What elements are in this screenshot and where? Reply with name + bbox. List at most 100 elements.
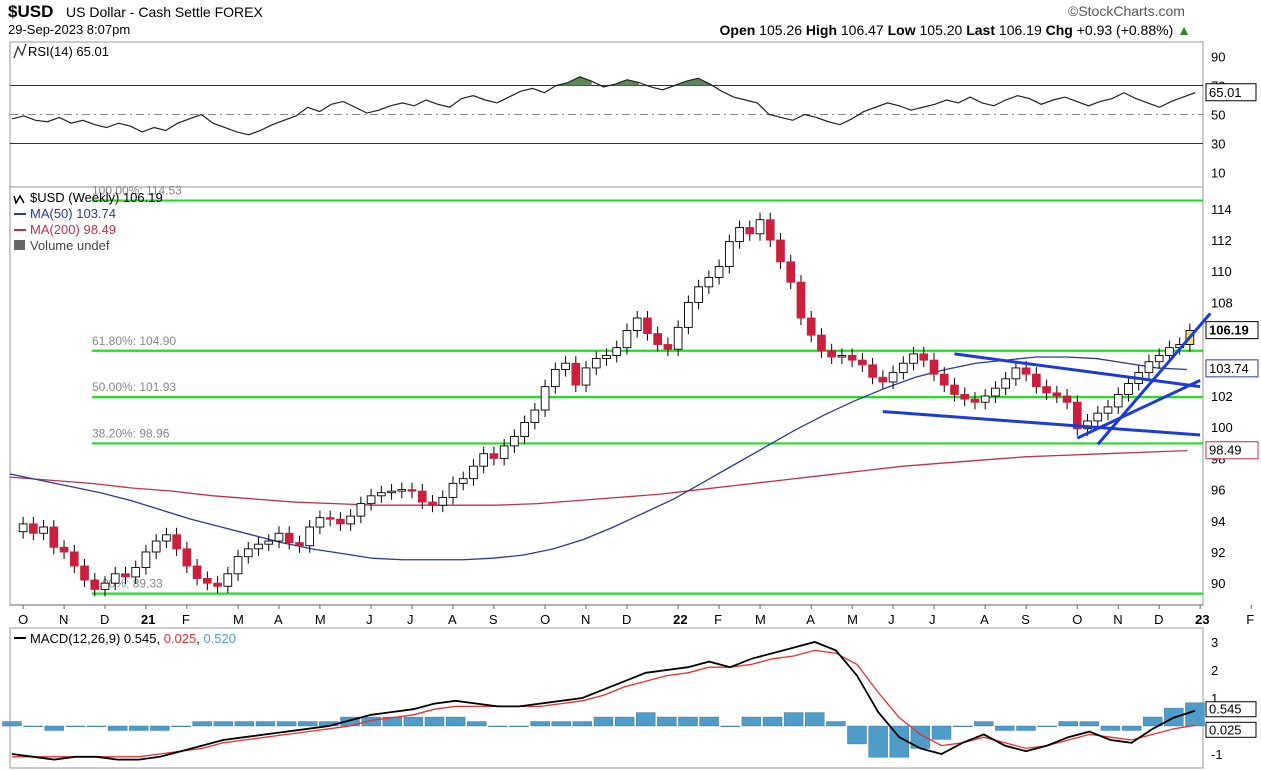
candle-body [397,489,407,492]
candle-body [274,532,284,542]
macd-histogram-bar [1121,725,1142,731]
last-value: 106.19 [998,22,1042,38]
x-axis-label: F [1246,612,1254,627]
candle-body [704,277,714,288]
candle-body [520,422,529,438]
candle-body [346,515,355,525]
macd-histogram-bar [805,712,825,727]
x-axis-label: S [1021,612,1030,627]
candle-body [243,548,253,558]
candle-body [714,266,724,278]
macd-histogram-bar [2,721,22,727]
macd-histogram-bar [974,721,994,727]
candle-body [817,334,826,352]
x-axis-label: F [714,612,722,627]
macd-histogram-bar [23,725,43,728]
chg-value: +0.93 (+0.88%) [1076,22,1174,38]
signal-last-box [1205,721,1257,738]
macd-histogram-bar [298,721,318,727]
candle-body [786,261,796,283]
ma50-line [9,356,1188,561]
macd-histogram-bar [234,721,255,727]
ma50-last-value: 103.74 [1209,361,1249,376]
rsi-last-box [1205,83,1257,102]
rsi-legend: RSI(14) 65.01 [28,44,109,59]
candle-body [1083,420,1092,430]
candle-body [407,489,417,492]
channel-upper-line [954,352,1201,389]
candle-body [571,362,581,386]
candle-body [213,582,222,587]
candle-body [929,359,939,375]
quote-bar: Open 105.26 High 106.47 Low 105.20 Last … [720,22,1192,38]
candle-body [121,573,130,578]
candle-body [745,227,755,235]
macd-histogram-bar [403,716,424,727]
candle-body [684,301,693,328]
candle-body [254,543,263,550]
x-axis-label: D [100,612,109,627]
x-axis-label: 21 [141,612,155,627]
price-last-value-box [1205,321,1259,340]
price-tick-label: 96 [1211,483,1225,498]
x-axis-label: A [274,612,283,627]
chart-date: 29-Sep-2023 8:07pm [8,22,131,37]
macd-histogram-bar [783,712,804,727]
candle-body [49,526,59,548]
candle-body [878,376,888,383]
candle-body [1093,412,1103,422]
candle-body [970,398,980,403]
candle-body [90,579,100,590]
candle-body [755,219,765,235]
macd-histogram-bar [1100,725,1121,731]
candle-body [162,534,171,542]
macd-last-value: 0.545 [1209,702,1242,717]
macd-tick-label: 1 [1211,691,1218,706]
x-axis-label: A [448,612,457,627]
candle-body [366,495,376,505]
candle-body [1011,367,1021,380]
candle-body [653,333,663,345]
candle-body [694,286,703,303]
candle-body [602,354,611,360]
macd-histogram-bar [762,716,783,727]
macd-histogram-bar [150,725,170,731]
rsi-line [11,76,1196,136]
x-axis-label: J [407,612,414,627]
candle-body [510,436,519,447]
candle-body [39,526,48,534]
candle-body [991,387,1000,397]
macd-histogram-bar [44,725,64,731]
macd-histogram-bar [1079,721,1100,727]
candle-body [663,344,673,350]
rsi-tick-label: 30 [1211,137,1225,152]
uptrend-upper-line [1096,312,1212,446]
candle-body [888,372,898,383]
candle-body [1042,386,1051,394]
macd-histogram-bar [847,725,867,745]
macd-histogram-bar [1058,721,1078,727]
macd-signal-value: 0.025 [164,631,197,646]
x-axis-label: O [540,612,550,627]
candle-body [724,241,734,267]
x-axis-label: O [1072,612,1082,627]
macd-histogram-bar [931,725,952,740]
candle-body [141,551,151,569]
candle-body [612,347,622,356]
macd-histogram-bar [952,725,973,728]
fib-level-label: 100.00%: 114.53 [92,184,182,198]
candle-body [69,551,79,567]
macd-histogram-bar [572,721,593,727]
macd-tick-label: -1 [1211,747,1223,762]
macd-histogram-bar [614,716,635,727]
x-axis-label: 22 [673,612,687,627]
candle-body [376,492,386,497]
ma200-last-value-box [1205,441,1259,460]
price-tick-label: 90 [1211,576,1225,591]
last-label: Last [966,22,996,38]
open-label: Open [719,22,756,38]
candle-body [530,409,540,423]
candle-body [469,465,478,480]
macd-tick-label: 3 [1211,635,1218,650]
candle-body [622,330,632,349]
